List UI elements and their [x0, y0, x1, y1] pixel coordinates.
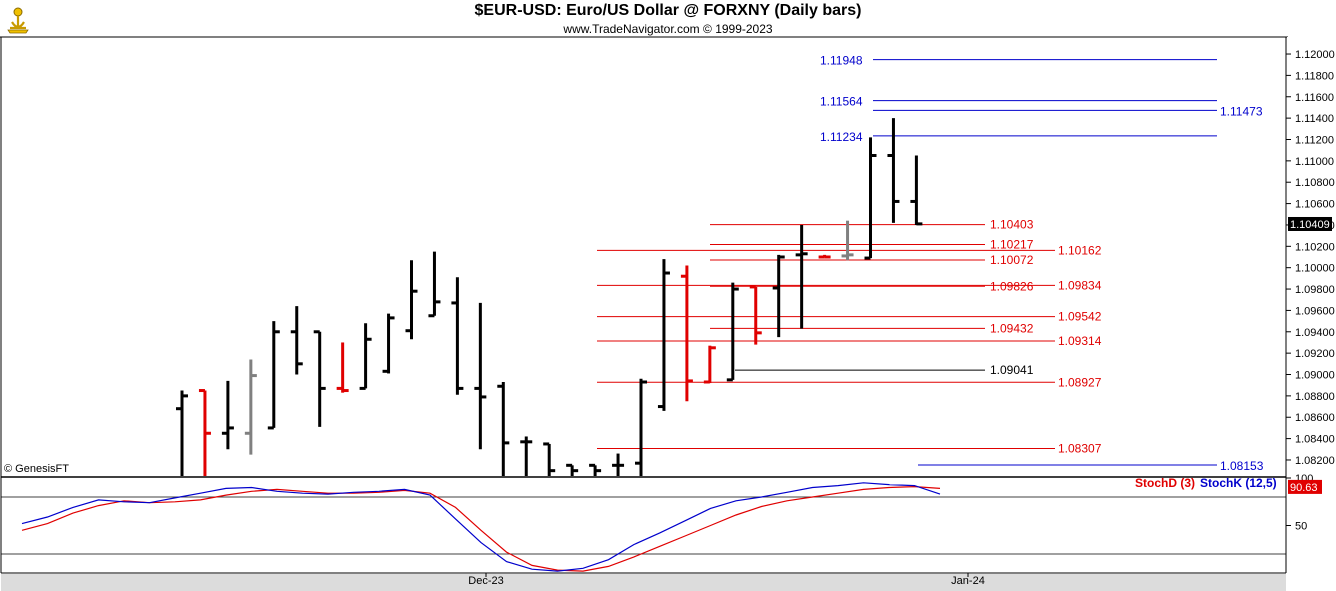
ohlc-bar [451, 277, 464, 395]
horizontal-levels: 1.11948 1.11564 1.11473 1.11234 1.10403 1.102… [597, 54, 1264, 473]
chart-title: $EUR-USD: Euro/US Dollar @ FORXNY (Daily… [474, 2, 862, 19]
ohlc-bar [635, 378, 647, 476]
ohlc-bar [566, 463, 579, 476]
ohlc-bar [864, 137, 877, 260]
level-label: 1.10403 [990, 218, 1034, 232]
oscillator-last-tag [1288, 479, 1322, 494]
level-label: 1.10072 [990, 253, 1034, 267]
price-tick-label: 1.10800 [1295, 177, 1335, 189]
price-tick-label: 1.08200 [1295, 455, 1335, 467]
trade-navigator-logo-icon [7, 7, 29, 34]
price-tick-label: 1.11600 [1295, 92, 1334, 104]
level-label: 1.10162 [1058, 243, 1102, 257]
level-label: 1.11948 [820, 54, 863, 68]
level-label: 1.11564 [820, 95, 863, 109]
ohlc-bar [176, 390, 188, 476]
oscillator-legend-stochk: StochK (12,5) [1200, 476, 1277, 490]
last-price-tag [1288, 216, 1332, 231]
price-axis-band [1287, 37, 1336, 591]
level-label: 1.10217 [990, 238, 1034, 252]
date-axis: Dec-23 Jan-24 [468, 573, 985, 587]
level-label: 1.11473 [1220, 104, 1263, 118]
oscillator-line-stochk [21, 482, 941, 572]
price-tick-label: 1.10000 [1295, 263, 1335, 275]
ohlc-bars [176, 118, 923, 476]
watermark: © GenesisFT [4, 463, 69, 475]
level-label: 1.09314 [1058, 334, 1102, 348]
price-tick-label: 1.09400 [1295, 327, 1335, 339]
chart-subtitle: www.TradeNavigator.com © 1999-2023 [563, 22, 773, 36]
level-label: 1.09834 [1058, 278, 1102, 292]
price-tick-label: 1.08800 [1295, 391, 1335, 403]
price-tick-label: 1.09000 [1295, 370, 1335, 382]
price-tick-label: 1.09600 [1295, 305, 1335, 317]
ohlc-bar [267, 321, 280, 430]
ohlc-bar [841, 220, 854, 261]
ohlc-bar [221, 380, 234, 450]
ohlc-bar [749, 285, 762, 345]
last-price-label: 1.10409 [1290, 219, 1330, 231]
ohlc-bar [198, 389, 211, 476]
ohlc-bar [589, 463, 602, 476]
level-label: 1.11234 [820, 130, 863, 144]
level-label: 1.09826 [990, 279, 1034, 293]
oscillator-line-stochd [21, 485, 941, 572]
date-tick-label: Jan-24 [951, 575, 985, 587]
ohlc-bar [543, 442, 556, 476]
ohlc-bar [290, 306, 303, 375]
ohlc-bar [657, 259, 670, 411]
ohlc-bar [244, 359, 257, 455]
oscillator-legend-stochd: StochD (3) [1135, 476, 1195, 490]
ohlc-bar [359, 323, 372, 390]
date-tick-label: Dec-23 [468, 575, 503, 587]
ohlc-bar [428, 251, 441, 318]
ohlc-bar [313, 330, 326, 427]
level-label: 1.08927 [1058, 375, 1102, 389]
ohlc-bar [405, 260, 418, 340]
level-label: 1.09432 [990, 321, 1034, 335]
price-tick-label: 1.08600 [1295, 412, 1335, 424]
price-tick-label: 1.09800 [1295, 284, 1335, 296]
ohlc-bar [612, 453, 625, 476]
ohlc-bar [703, 345, 716, 384]
date-axis-band [1, 574, 1286, 591]
ohlc-bar [474, 302, 487, 450]
price-tick-label: 1.11200 [1295, 134, 1334, 146]
ohlc-bar [910, 155, 923, 226]
price-tick-label: 1.08400 [1295, 434, 1335, 446]
ohlc-bar [795, 224, 808, 329]
ohlc-bar [726, 282, 739, 382]
price-tick-label: 1.10200 [1295, 241, 1335, 253]
price-tick-label: 1.10600 [1295, 199, 1335, 211]
price-tick-label: 1.12000 [1295, 49, 1335, 61]
chart-header: $EUR-USD: Euro/US Dollar @ FORXNY (Daily… [0, 0, 1336, 38]
oscillator-tick-label: 50 [1295, 521, 1307, 533]
price-tick-label: 1.11800 [1295, 70, 1334, 82]
price-tick-label: 1.11000 [1295, 156, 1334, 168]
ohlc-bar [772, 254, 785, 338]
price-tick-label: 1.11400 [1295, 113, 1334, 125]
ohlc-bar [887, 118, 900, 223]
price-axis: 1.12000 1.11800 1.11600 1.11400 1.11200 1.110… [1286, 49, 1335, 467]
level-label: 1.08153 [1220, 459, 1264, 473]
ohlc-bar [680, 265, 693, 402]
ohlc-bar [520, 436, 533, 476]
oscillator-last-value: 90.63 [1290, 482, 1318, 494]
level-label: 1.08307 [1058, 442, 1102, 456]
level-label: 1.09041 [990, 363, 1034, 377]
ohlc-bar [497, 381, 510, 476]
price-tick-label: 1.09200 [1295, 348, 1335, 360]
level-label: 1.09542 [1058, 310, 1102, 324]
ohlc-bar [382, 313, 395, 374]
ohlc-bar [336, 342, 349, 393]
ohlc-bar [818, 254, 831, 259]
